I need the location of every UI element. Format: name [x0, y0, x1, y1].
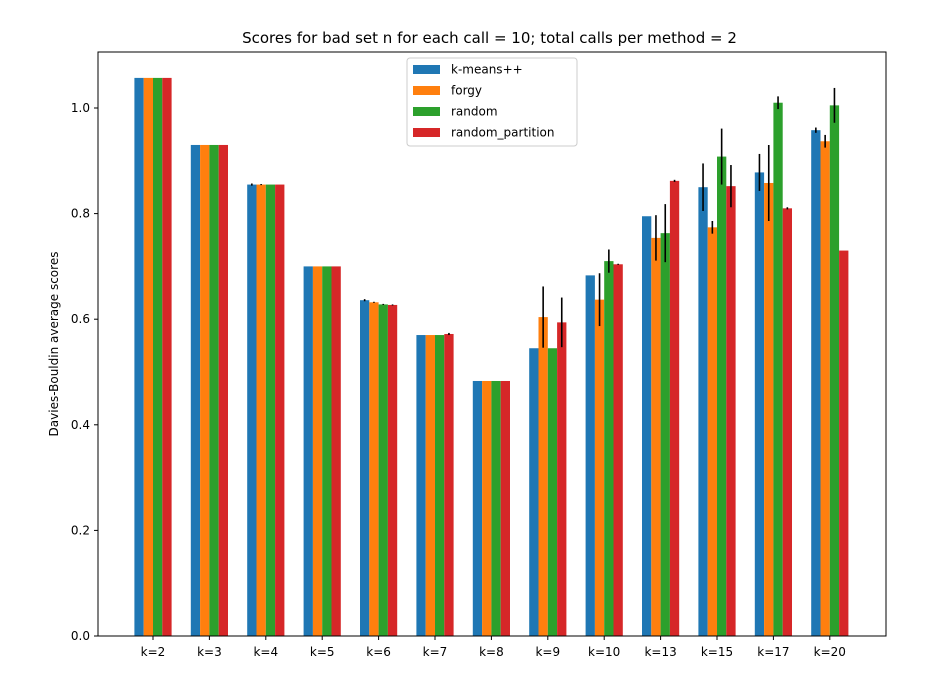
- bar-random-k=15: [717, 156, 727, 636]
- x-tick-label-k=2: k=2: [141, 645, 166, 659]
- bar-forgy-k=17: [764, 182, 774, 637]
- x-tick-label-k=7: k=7: [423, 645, 448, 659]
- chart-title: Scores for bad set n for each call = 10;…: [242, 29, 737, 47]
- bar-random_partition-k=2: [162, 77, 172, 636]
- y-tick-label-1: 0.2: [71, 523, 90, 537]
- series-k-means++: [134, 77, 821, 637]
- bar-random_partition-k=8: [500, 380, 510, 636]
- bar-forgy-k=3: [200, 144, 210, 636]
- bar-random_partition-k=20: [839, 250, 849, 636]
- legend-swatch-forgy: [413, 86, 440, 95]
- bar-forgy-k=2: [143, 77, 153, 636]
- x-tick-label-k=17: k=17: [757, 645, 789, 659]
- bar-random-k=20: [829, 105, 840, 637]
- legend-swatch-random: [413, 107, 440, 116]
- bar-k-means++-k=6: [360, 300, 370, 636]
- legend-label-random_partition: random_partition: [451, 126, 554, 140]
- bar-random_partition-k=10: [613, 264, 623, 636]
- x-tick-label-k=20: k=20: [814, 645, 846, 659]
- bar-random-k=3: [209, 144, 219, 636]
- bar-random_partition-k=4: [275, 184, 285, 636]
- bar-random-k=13: [660, 233, 670, 636]
- y-tick-label-0: 0.0: [71, 629, 90, 643]
- plot-area: 0.0 0.2 0.4 0.6 0.8 1.0 k=2 k=3 k=4 k=5 k=6 k=7 k=8 k…: [71, 77, 849, 659]
- legend-frame: [406, 57, 578, 147]
- bar-forgy-k=15: [707, 227, 717, 636]
- bar-forgy-k=13: [651, 237, 661, 636]
- bar-forgy-k=9: [538, 317, 548, 636]
- bar-forgy-k=20: [820, 141, 830, 636]
- x-tick-label-k=4: k=4: [253, 645, 278, 659]
- y-tick-label-3: 0.6: [71, 312, 90, 326]
- y-tick-label-2: 0.4: [71, 418, 90, 432]
- x-tick-label-k=5: k=5: [310, 645, 335, 659]
- bar-k-means++-k=7: [416, 335, 426, 636]
- bar-k-means++-k=3: [190, 144, 201, 636]
- x-tick-label-k=13: k=13: [644, 645, 676, 659]
- x-tick-label-k=10: k=10: [588, 645, 620, 659]
- bar-forgy-k=6: [369, 302, 379, 636]
- bar-k-means++-k=8: [472, 380, 483, 636]
- x-tick-label-k=8: k=8: [479, 645, 504, 659]
- bar-k-means++-k=13: [642, 216, 652, 637]
- bar-random-k=10: [604, 261, 614, 636]
- y-tick-label-4: 0.8: [71, 207, 90, 221]
- x-tick-label-k=6: k=6: [366, 645, 391, 659]
- bar-k-means++-k=15: [698, 187, 708, 636]
- bar-k-means++-k=4: [247, 184, 257, 636]
- bar-k-means++-k=17: [754, 172, 765, 637]
- bar-random-k=7: [435, 335, 445, 636]
- legend-label-forgy: forgy: [451, 84, 482, 98]
- bar-k-means++-k=2: [134, 77, 144, 636]
- series-random: [153, 77, 840, 637]
- bar-forgy-k=4: [256, 184, 266, 636]
- bar-forgy-k=5: [312, 266, 323, 636]
- bar-k-means++-k=5: [303, 266, 313, 636]
- x-tick-label-k=15: k=15: [701, 645, 733, 659]
- bar-k-means++-k=20: [811, 130, 821, 636]
- bar-k-means++-k=10: [585, 275, 595, 636]
- bar-random_partition-k=15: [726, 186, 736, 636]
- bar-random-k=8: [491, 380, 501, 636]
- bar-random-k=2: [153, 77, 163, 636]
- bar-forgy-k=7: [425, 335, 435, 636]
- y-tick-label-5: 1.0: [71, 101, 90, 115]
- legend-swatch-k-means++: [413, 65, 440, 74]
- bar-random-k=5: [322, 266, 332, 636]
- bar-forgy-k=10: [594, 299, 605, 636]
- series-forgy: [143, 77, 830, 637]
- legend: k-means++ forgy random random_partition: [406, 57, 578, 147]
- bar-random-k=17: [773, 102, 783, 637]
- bar-random_partition-k=13: [669, 180, 680, 637]
- legend-label-k-means++: k-means++: [451, 63, 523, 77]
- legend-swatch-random_partition: [413, 128, 440, 137]
- bar-random_partition-k=5: [331, 266, 341, 636]
- bar-random_partition-k=17: [782, 208, 792, 636]
- bar-random-k=9: [547, 348, 558, 636]
- y-axis-label: Davies-Bouldin average scores: [47, 252, 61, 437]
- bar-random_partition-k=6: [387, 304, 398, 636]
- bar-random-k=4: [265, 184, 276, 636]
- bar-random_partition-k=3: [218, 144, 228, 636]
- legend-label-random: random: [451, 105, 498, 119]
- bar-k-means++-k=9: [529, 348, 539, 636]
- bar-random_partition-k=7: [444, 333, 454, 636]
- series-random_partition: [162, 77, 849, 637]
- bar-random_partition-k=9: [557, 322, 567, 636]
- plot-frame: [97, 51, 887, 637]
- x-tick-label-k=9: k=9: [535, 645, 560, 659]
- x-tick-label-k=3: k=3: [197, 645, 222, 659]
- bar-random-k=6: [378, 304, 388, 636]
- bar-forgy-k=8: [482, 380, 492, 636]
